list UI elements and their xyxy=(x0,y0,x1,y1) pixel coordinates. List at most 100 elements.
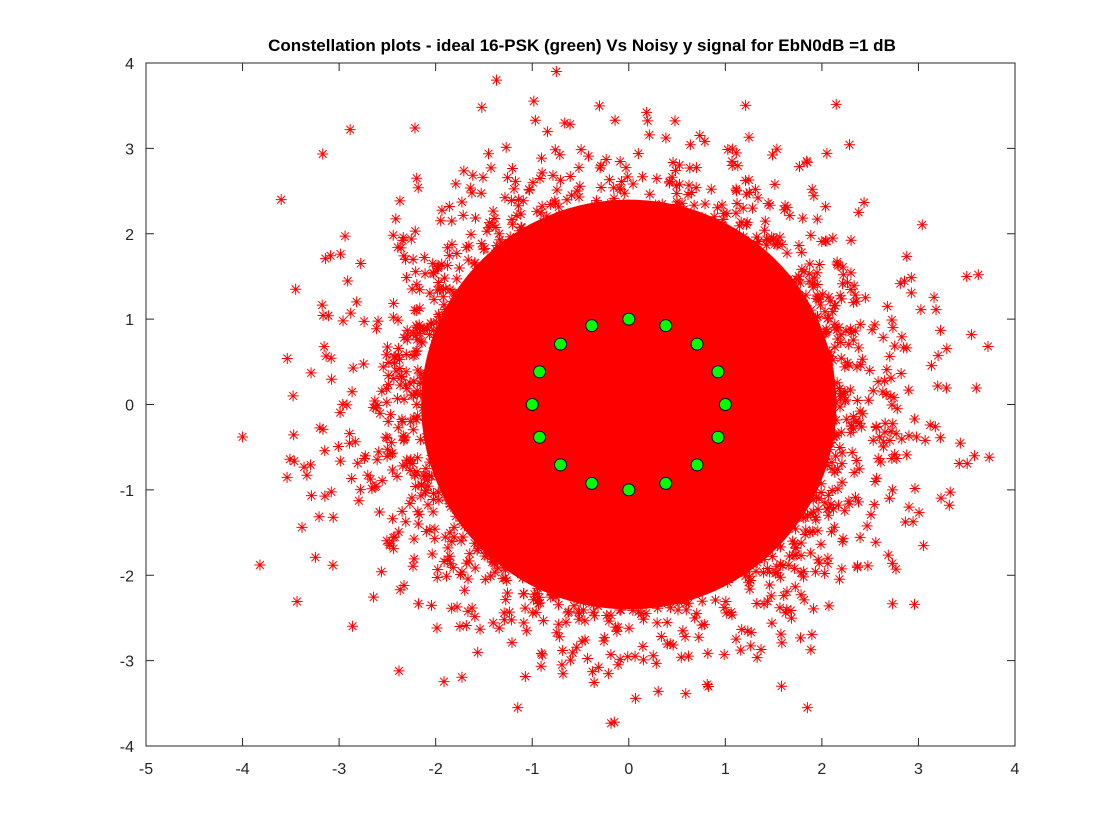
noise-point xyxy=(761,563,773,575)
noise-point xyxy=(834,442,846,454)
noise-point xyxy=(636,587,648,599)
noise-point xyxy=(812,363,824,375)
noise-point xyxy=(392,422,404,434)
chart-title: Constellation plots - ideal 16-PSK (gree… xyxy=(268,36,896,55)
noise-point xyxy=(600,228,612,240)
noise-point xyxy=(554,174,566,186)
noise-point xyxy=(555,214,567,226)
noise-point xyxy=(789,311,801,323)
noise-point xyxy=(433,276,445,288)
noise-point xyxy=(730,229,742,241)
noise-point xyxy=(477,171,489,183)
noise-point xyxy=(429,358,441,370)
noise-point xyxy=(771,509,783,521)
noise-point xyxy=(611,208,623,220)
noise-point xyxy=(903,384,915,396)
noise-point xyxy=(451,273,463,285)
noise-point xyxy=(696,211,708,223)
noise-point xyxy=(579,568,591,580)
noise-point xyxy=(867,385,879,397)
noise-point xyxy=(718,236,730,248)
noise-point xyxy=(419,268,431,280)
noise-point xyxy=(821,147,833,159)
noise-point xyxy=(808,190,820,202)
noise-point xyxy=(751,556,763,568)
noise-point xyxy=(824,436,836,448)
noise-point xyxy=(915,304,927,316)
noise-point xyxy=(564,171,576,183)
noise-point xyxy=(576,635,588,647)
noise-point xyxy=(458,520,470,532)
noise-point xyxy=(491,252,503,264)
noise-point xyxy=(434,356,446,368)
noise-point xyxy=(828,431,840,443)
noise-point xyxy=(460,295,472,307)
noise-point xyxy=(766,149,778,161)
noise-point xyxy=(637,171,649,183)
noise-point xyxy=(428,342,440,354)
noise-point xyxy=(726,155,738,167)
noise-point xyxy=(823,291,835,303)
ideal-symbol-point xyxy=(622,483,636,497)
noise-point xyxy=(679,224,691,236)
x-tick-label: -1 xyxy=(525,761,539,778)
noise-point xyxy=(433,341,445,353)
noise-point xyxy=(718,249,730,261)
noise-point xyxy=(827,232,839,244)
noise-point xyxy=(448,521,460,533)
noise-point xyxy=(506,637,518,649)
noise-point xyxy=(795,310,807,322)
noise-point xyxy=(854,318,866,330)
noise-point xyxy=(746,251,758,263)
noise-point xyxy=(600,589,612,601)
noise-point xyxy=(737,553,749,565)
noise-point xyxy=(505,246,517,258)
noise-point xyxy=(850,415,862,427)
noise-point xyxy=(545,582,557,594)
noise-point xyxy=(774,268,786,280)
noise-point xyxy=(886,557,898,569)
noise-point xyxy=(699,565,711,577)
noise-point xyxy=(418,322,430,334)
noise-point xyxy=(907,516,919,528)
noise-point xyxy=(414,302,426,314)
noise-point xyxy=(845,234,857,246)
noise-point xyxy=(559,117,571,129)
noise-point xyxy=(409,469,421,481)
noise-point xyxy=(374,407,386,419)
noise-point xyxy=(744,570,756,582)
noise-point xyxy=(410,266,422,278)
noise-point xyxy=(575,144,587,156)
noise-point xyxy=(813,258,825,270)
noise-point xyxy=(609,114,621,126)
noise-point xyxy=(439,272,451,284)
x-tick-label: 2 xyxy=(817,761,826,778)
noise-point xyxy=(797,317,809,329)
noise-point xyxy=(629,580,641,592)
noise-point xyxy=(804,491,816,503)
noise-point xyxy=(872,453,884,465)
noise-point xyxy=(375,566,387,578)
noise-point xyxy=(699,581,711,593)
ideal-symbol-point xyxy=(585,319,599,333)
noise-point xyxy=(747,202,759,214)
noise-point xyxy=(339,230,351,242)
noise-point xyxy=(864,364,876,376)
noise-point xyxy=(683,650,695,662)
noise-point xyxy=(845,426,857,438)
noise-point xyxy=(641,106,653,118)
noise-point xyxy=(281,471,293,483)
noise-point xyxy=(319,445,331,457)
noise-point xyxy=(983,451,995,463)
noise-point xyxy=(913,507,925,519)
noise-point xyxy=(400,253,412,265)
noise-point xyxy=(416,337,428,349)
noise-point xyxy=(797,295,809,307)
noise-point xyxy=(320,350,332,362)
noise-point xyxy=(716,199,728,211)
noise-point xyxy=(366,483,378,495)
noise-point xyxy=(422,480,434,492)
noise-point xyxy=(847,334,859,346)
noise-point xyxy=(677,625,689,637)
noise-point xyxy=(346,472,358,484)
